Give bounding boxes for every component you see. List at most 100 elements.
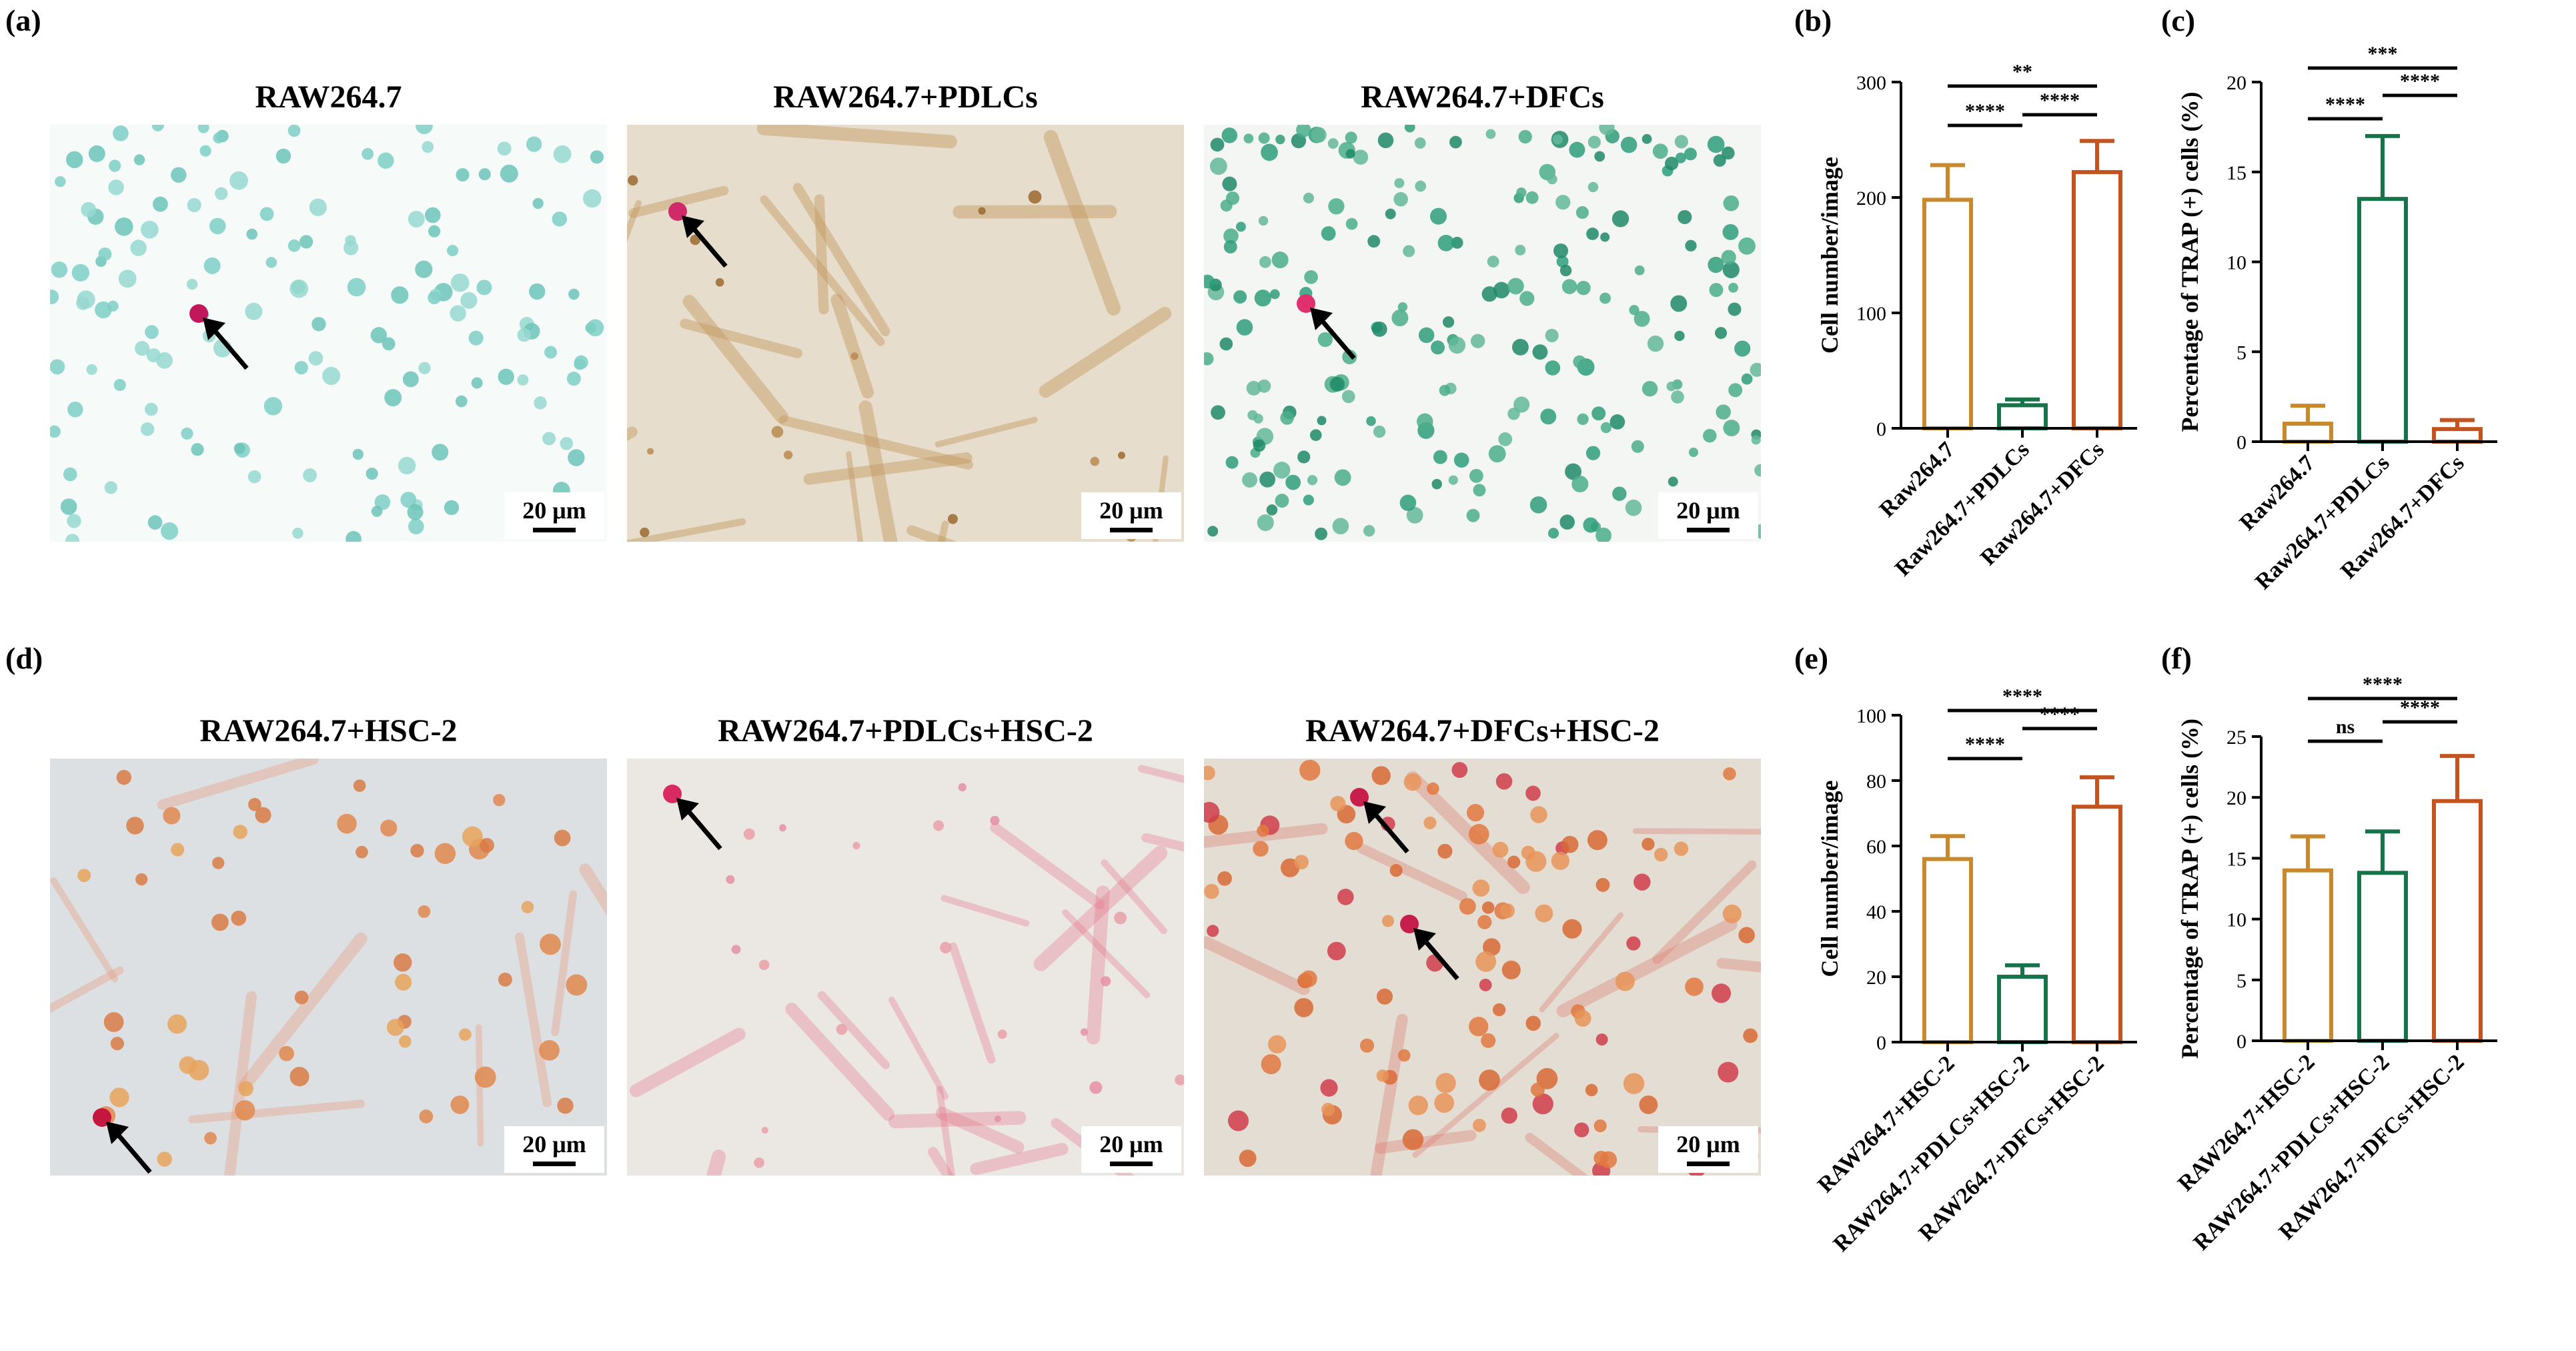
significance-label: *** bbox=[2368, 43, 2398, 65]
y-tick-label: 10 bbox=[2226, 252, 2246, 274]
x-tick-label: Raw264.7+DFCs bbox=[2336, 450, 2469, 583]
micrograph-cells bbox=[1204, 125, 1761, 542]
micrograph-title: RAW264.7+HSC-2 bbox=[199, 713, 458, 749]
y-tick-label: 15 bbox=[2226, 848, 2246, 870]
scale-bar-label: 20 μm bbox=[1099, 1131, 1163, 1158]
micrograph-raw264-pdlcs-hsc2: 20 μm bbox=[627, 759, 1184, 1176]
panel-label-a: (a) bbox=[5, 3, 41, 37]
micrograph-raw264-pdlcs: 20 μm bbox=[627, 125, 1184, 542]
y-tick-label: 10 bbox=[2226, 909, 2246, 931]
panel-label-d: (d) bbox=[5, 641, 43, 675]
significance-label: ** bbox=[2012, 61, 2032, 83]
scale-bar-label: 20 μm bbox=[1099, 497, 1163, 524]
bar bbox=[2432, 427, 2483, 444]
micrograph-title: RAW264.7+DFCs bbox=[1361, 79, 1604, 115]
bar bbox=[1997, 403, 2048, 431]
panel-label-e: (e) bbox=[1794, 641, 1829, 675]
y-axis-label: Cell number/image bbox=[1816, 781, 1843, 977]
arrow-icon bbox=[1310, 308, 1356, 360]
bar bbox=[1922, 197, 1973, 431]
panel-label-b: (b) bbox=[1794, 3, 1832, 37]
scale-bar-label: 20 μm bbox=[522, 497, 586, 524]
y-tick-label: 100 bbox=[1856, 705, 1886, 727]
y-tick-label: 0 bbox=[1876, 418, 1886, 440]
scale-bar-label: 20 μm bbox=[522, 1131, 586, 1158]
y-axis-label: Percentage of TRAP (+) cells (%) bbox=[2176, 719, 2203, 1059]
arrow-icon bbox=[106, 1121, 152, 1174]
y-tick-label: 200 bbox=[1856, 187, 1886, 209]
micrograph-cells bbox=[1204, 759, 1761, 1176]
bar bbox=[2432, 799, 2483, 1043]
scale-bar: 20 μm bbox=[504, 492, 604, 539]
micrograph-raw264-dfcs: 20 μm bbox=[1204, 125, 1761, 542]
arrow-icon bbox=[682, 215, 728, 268]
y-tick-label: 20 bbox=[1866, 967, 1886, 989]
bar bbox=[2283, 422, 2333, 444]
scale-bar: 20 μm bbox=[1081, 492, 1181, 539]
y-tick-label: 80 bbox=[1866, 771, 1886, 793]
y-tick-label: 5 bbox=[2236, 970, 2246, 992]
bar bbox=[1997, 975, 2048, 1044]
panel-label-f: (f) bbox=[2161, 641, 2192, 675]
x-tick-label: Raw264.7+PDLCs bbox=[1890, 437, 2034, 581]
y-axis-label: Percentage of TRAP (+) cells (%) bbox=[2176, 91, 2203, 432]
micrograph-cells bbox=[629, 765, 1184, 1176]
micrograph-title: RAW264.7 bbox=[255, 79, 402, 115]
significance-label: **** bbox=[1965, 100, 2005, 122]
bar bbox=[2357, 871, 2408, 1043]
significance-label: **** bbox=[2002, 685, 2042, 707]
arrow-icon bbox=[203, 318, 249, 370]
y-tick-label: 60 bbox=[1866, 836, 1886, 858]
y-tick-label: 300 bbox=[1856, 72, 1886, 94]
scale-bar-label: 20 μm bbox=[1676, 497, 1740, 524]
significance-label: **** bbox=[2040, 703, 2080, 725]
bar bbox=[2283, 868, 2333, 1043]
arrow-icon bbox=[1363, 801, 1409, 854]
bar bbox=[2072, 805, 2122, 1044]
bar-chart-e: 0 20 40 60 80 100 Cell number/image RAW264.7+HS… bbox=[1813, 685, 2137, 1257]
y-tick-label: 20 bbox=[2226, 787, 2246, 809]
scale-bar: 20 μm bbox=[1658, 492, 1758, 539]
micrograph-raw264-dfcs-hsc2: 20 μm bbox=[1204, 759, 1761, 1176]
micrograph-raw264-hsc2: 20 μm bbox=[50, 759, 607, 1176]
scale-bar-label: 20 μm bbox=[1676, 1131, 1740, 1158]
scale-bar: 20 μm bbox=[504, 1126, 604, 1173]
bar bbox=[1922, 857, 1973, 1044]
significance-label: **** bbox=[2040, 89, 2080, 111]
micrograph-title: RAW264.7+DFCs+HSC-2 bbox=[1305, 713, 1660, 749]
micrograph-cells bbox=[50, 125, 604, 542]
y-tick-label: 0 bbox=[2236, 432, 2246, 454]
y-tick-label: 25 bbox=[2226, 727, 2246, 749]
scale-bar: 20 μm bbox=[1658, 1126, 1758, 1173]
micrograph-cells bbox=[50, 759, 607, 1176]
x-tick-label: Raw264.7+DFCs bbox=[1976, 437, 2108, 570]
y-tick-label: 5 bbox=[2236, 342, 2246, 364]
micrograph-title: RAW264.7+PDLCs bbox=[773, 79, 1038, 115]
x-tick-label: RAW264.7+HSC-2 bbox=[1813, 1051, 1960, 1198]
bar-chart-f: 0 5 10 15 20 25 Percentage of TRAP (+) cells (… bbox=[2173, 673, 2497, 1256]
y-tick-label: 40 bbox=[1866, 901, 1886, 923]
x-tick-label: RAW264.7+HSC-2 bbox=[2173, 1049, 2320, 1196]
micrograph-cells bbox=[627, 125, 1172, 542]
significance-label: ns bbox=[2336, 716, 2355, 738]
y-tick-label: 15 bbox=[2226, 162, 2246, 184]
scale-bar: 20 μm bbox=[1081, 1126, 1181, 1173]
y-tick-label: 100 bbox=[1856, 303, 1886, 325]
arrow-icon bbox=[1413, 928, 1459, 981]
significance-label: **** bbox=[2325, 93, 2365, 115]
panel-label-c: (c) bbox=[2161, 3, 2196, 37]
micrograph-title: RAW264.7+PDLCs+HSC-2 bbox=[718, 713, 1093, 749]
y-tick-label: 20 bbox=[2226, 72, 2246, 94]
significance-label: **** bbox=[1965, 733, 2005, 755]
bar bbox=[2072, 169, 2122, 430]
bar bbox=[2357, 197, 2408, 444]
y-axis-label: Cell number/image bbox=[1816, 157, 1843, 354]
arrow-icon bbox=[676, 798, 722, 851]
y-tick-label: 0 bbox=[2236, 1031, 2246, 1053]
x-tick-label: Raw264.7+PDLCs bbox=[2250, 450, 2395, 594]
bar-chart-c: 0 5 10 15 20 Percentage of TRAP (+) cells (%)… bbox=[2176, 43, 2497, 594]
significance-label: **** bbox=[2363, 673, 2403, 695]
y-tick-label: 0 bbox=[1876, 1032, 1886, 1054]
micrograph-raw264: 20 μm bbox=[50, 125, 607, 542]
